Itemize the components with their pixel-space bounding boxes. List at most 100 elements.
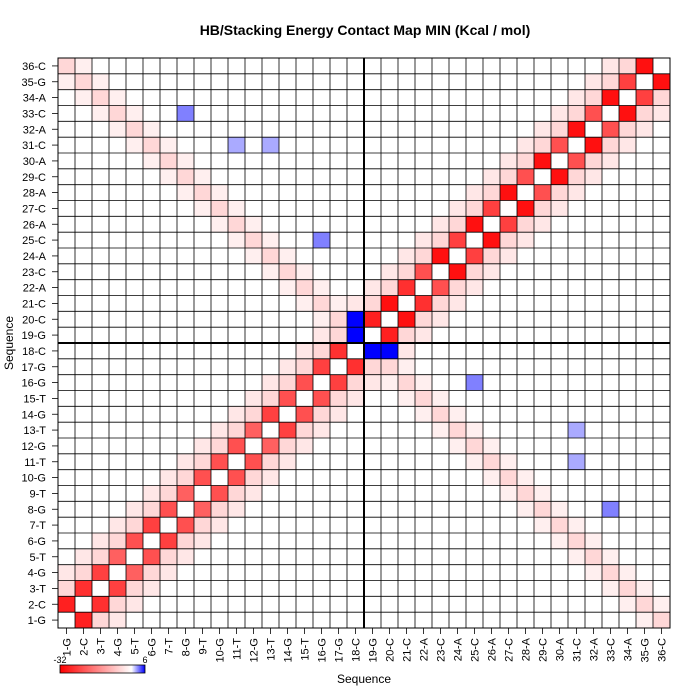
- heatmap-cell: [398, 374, 415, 391]
- x-tick-label: 36-C: [657, 638, 669, 662]
- heatmap-cell: [534, 105, 551, 122]
- heatmap-cell: [364, 469, 381, 486]
- heatmap-cell: [432, 73, 449, 90]
- heatmap-cell: [228, 232, 245, 248]
- heatmap-cell: [160, 596, 177, 613]
- heatmap-cell: [75, 548, 92, 565]
- heatmap-cell: [160, 358, 177, 375]
- heatmap-cell: [279, 358, 296, 375]
- heatmap-cell: [568, 343, 585, 359]
- heatmap-cell: [432, 327, 449, 343]
- heatmap-cell: [602, 374, 619, 391]
- heatmap-cell: [313, 200, 330, 217]
- heatmap-cell: [585, 105, 602, 122]
- heatmap-cell: [619, 58, 636, 74]
- heatmap-cell: [636, 89, 653, 106]
- heatmap-cell: [653, 406, 670, 423]
- heatmap-cell: [92, 216, 109, 233]
- heatmap-cell: [381, 374, 398, 391]
- heatmap-cell: [398, 501, 415, 518]
- heatmap-cell: [75, 406, 92, 423]
- heatmap-cell: [517, 596, 534, 613]
- y-tick-label: 35-G: [22, 77, 46, 89]
- heatmap-cell: [432, 121, 449, 138]
- heatmap-cell: [109, 374, 126, 391]
- y-axis-label: Sequence: [2, 316, 16, 370]
- heatmap-cell: [568, 453, 585, 470]
- heatmap-cell: [109, 295, 126, 312]
- heatmap-cell: [364, 564, 381, 581]
- heatmap-cell: [483, 73, 500, 90]
- heatmap-cell: [568, 263, 585, 280]
- heatmap-cell: [364, 295, 381, 312]
- heatmap-cell: [296, 295, 313, 312]
- heatmap-cell: [262, 422, 279, 438]
- heatmap-cell: [381, 596, 398, 613]
- heatmap-cell: [194, 469, 211, 486]
- heatmap-cell: [194, 580, 211, 597]
- heatmap-cell: [398, 612, 415, 628]
- heatmap-cell: [466, 200, 483, 217]
- heatmap-cell: [109, 279, 126, 296]
- heatmap-cell: [245, 311, 262, 328]
- heatmap-cell: [619, 200, 636, 217]
- heatmap-cell: [75, 517, 92, 533]
- heatmap-cell: [602, 453, 619, 470]
- x-tick-label: 16-G: [317, 638, 329, 662]
- heatmap-cell: [313, 327, 330, 343]
- heatmap-cell: [279, 327, 296, 343]
- heatmap-cell: [636, 485, 653, 502]
- heatmap-cell: [211, 200, 228, 217]
- heatmap-cell: [466, 105, 483, 122]
- heatmap-cell: [432, 58, 449, 74]
- heatmap-cell: [347, 105, 364, 122]
- heatmap-cell: [585, 580, 602, 597]
- heatmap-cell: [619, 184, 636, 201]
- heatmap-cell: [92, 580, 109, 597]
- heatmap-cell: [347, 374, 364, 391]
- heatmap-cell: [347, 501, 364, 518]
- heatmap-cell: [245, 612, 262, 628]
- heatmap-cell: [381, 327, 398, 343]
- heatmap-cell: [58, 232, 75, 248]
- heatmap-cell: [228, 311, 245, 328]
- heatmap-cell: [568, 374, 585, 391]
- heatmap-cell: [636, 327, 653, 343]
- heatmap-cell: [585, 311, 602, 328]
- heatmap-cell: [262, 73, 279, 90]
- y-tick-label: 36-C: [22, 61, 46, 73]
- heatmap-cell: [636, 533, 653, 549]
- heatmap-cell: [551, 73, 568, 90]
- heatmap-cell: [500, 374, 517, 391]
- heatmap-cell: [636, 200, 653, 217]
- heatmap-cell: [568, 153, 585, 169]
- heatmap-cell: [500, 406, 517, 423]
- heatmap-cell: [177, 105, 194, 122]
- heatmap-cell: [109, 153, 126, 169]
- heatmap-cell: [551, 105, 568, 122]
- heatmap-cell: [415, 358, 432, 375]
- heatmap-cell: [585, 390, 602, 407]
- heatmap-cell: [602, 200, 619, 217]
- heatmap-cell: [449, 406, 466, 423]
- heatmap-cell: [211, 406, 228, 423]
- heatmap-cell: [466, 358, 483, 375]
- heatmap-cell: [245, 105, 262, 122]
- heatmap-cell: [585, 232, 602, 248]
- heatmap-cell: [313, 216, 330, 233]
- heatmap-cell: [109, 438, 126, 454]
- heatmap-cell: [398, 453, 415, 470]
- heatmap-cell: [313, 168, 330, 185]
- heatmap-cell: [347, 343, 364, 359]
- heatmap-cell: [364, 232, 381, 248]
- heatmap-cell: [313, 263, 330, 280]
- heatmap-cell: [160, 548, 177, 565]
- heatmap-cell: [58, 485, 75, 502]
- heatmap-cell: [585, 263, 602, 280]
- heatmap-cell: [58, 58, 75, 74]
- heatmap-cell: [279, 168, 296, 185]
- heatmap-cell: [602, 279, 619, 296]
- heatmap-cell: [126, 58, 143, 74]
- heatmap-cell: [517, 453, 534, 470]
- heatmap-cell: [143, 596, 160, 613]
